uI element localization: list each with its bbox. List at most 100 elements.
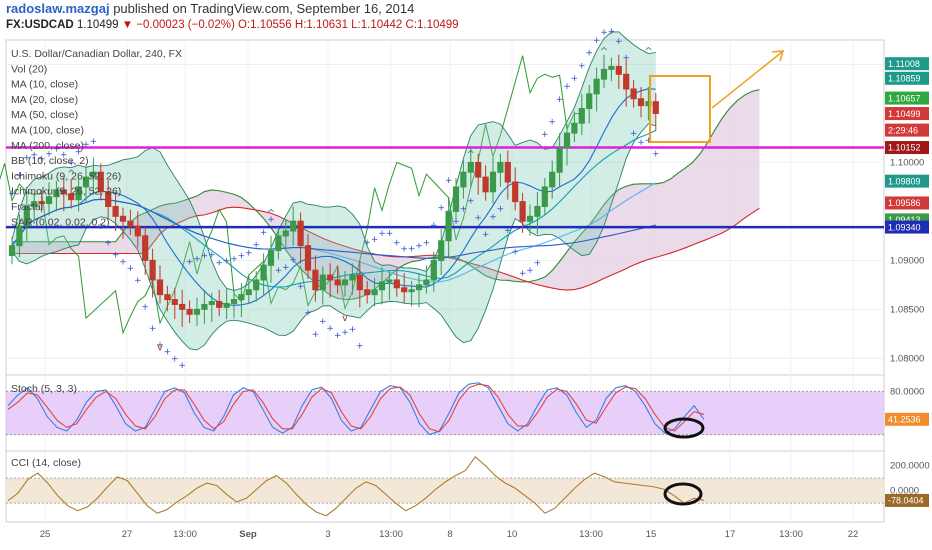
stoch-value-label: 41.2536 — [888, 415, 921, 425]
candle — [16, 225, 23, 247]
candle — [408, 289, 415, 293]
last-price: 1.10499 — [76, 19, 119, 31]
sar-dot: + — [149, 324, 157, 334]
candle — [127, 220, 134, 227]
sar-dot: + — [445, 176, 453, 186]
candle — [593, 78, 600, 95]
sar-dot: + — [519, 269, 527, 279]
sar-dot: + — [349, 325, 357, 335]
candle — [578, 108, 585, 124]
sar-dot: + — [585, 49, 593, 59]
cci-tick-label: 200.0000 — [890, 461, 930, 472]
price-badge-label: 1.09809 — [888, 176, 921, 186]
candle — [549, 171, 556, 188]
sar-dot: + — [67, 158, 75, 168]
candle — [541, 186, 548, 207]
sar-dot: + — [578, 61, 586, 71]
fractal-up-icon: ^ — [467, 150, 475, 161]
symbol-label: FX:USDCAD — [6, 19, 74, 31]
highlight-box — [649, 75, 711, 143]
candle — [208, 301, 215, 305]
sar-dot: + — [53, 145, 61, 155]
candle — [637, 98, 645, 107]
arrow-head-icon — [771, 50, 785, 62]
sar-dot: + — [563, 82, 571, 92]
time-tick-label: 25 — [40, 529, 51, 540]
candle — [378, 281, 386, 291]
sar-dot: + — [341, 328, 349, 338]
fractal-up-icon: ^ — [600, 47, 608, 58]
down-arrow-icon: ▼ — [121, 19, 134, 31]
author-name[interactable]: radoslaw.mazgaj — [6, 1, 110, 16]
candle — [68, 193, 75, 201]
candle — [267, 250, 275, 266]
candle — [82, 176, 90, 188]
candle — [608, 65, 615, 70]
sar-dot: + — [8, 189, 16, 199]
candle — [119, 215, 127, 222]
sar-dot: + — [423, 239, 431, 249]
candle — [341, 279, 349, 286]
sar-dot: + — [541, 130, 549, 140]
candle — [356, 274, 363, 291]
time-tick-label: 13:00 — [779, 529, 803, 540]
candle — [312, 269, 319, 291]
candle — [112, 206, 119, 217]
price-badge — [885, 196, 929, 210]
candle — [105, 191, 112, 207]
sar-dot: + — [289, 255, 297, 265]
stoch-title: Stoch (5, 3, 3) — [11, 383, 77, 395]
candle — [497, 161, 504, 173]
candle — [534, 206, 541, 217]
candle — [423, 279, 430, 286]
sar-dot: + — [156, 341, 164, 351]
sar-dot: + — [415, 242, 423, 252]
stoch-k-line — [7, 382, 705, 436]
candle — [275, 235, 282, 252]
candle — [53, 189, 60, 198]
candle — [193, 308, 201, 315]
fractal-up-icon: ^ — [67, 169, 75, 180]
candle — [452, 186, 460, 212]
candle — [615, 65, 622, 75]
time-tick-label: 8 — [447, 529, 452, 540]
candle — [304, 245, 312, 271]
price-badge — [885, 91, 929, 105]
legend-item: MA (200, close) — [11, 140, 84, 152]
sar-dot: + — [386, 229, 394, 239]
sar-dot: + — [312, 330, 320, 340]
candle — [45, 196, 53, 205]
sar-dot: + — [45, 150, 53, 160]
legend-item: MA (10, close) — [11, 79, 78, 91]
sar-dot: + — [497, 204, 505, 214]
candle — [489, 171, 497, 193]
price-badge-label: 1.10499 — [888, 109, 921, 119]
sar-dot: + — [104, 239, 112, 249]
candle — [142, 235, 149, 261]
sar-dot: + — [334, 331, 342, 341]
sar-dot: + — [252, 241, 260, 251]
price-badge — [885, 71, 929, 85]
ichimoku-lagging-line — [0, 55, 582, 335]
candle — [401, 287, 408, 293]
candle — [164, 294, 171, 301]
price-badge — [885, 123, 929, 137]
sar-dot: + — [127, 264, 135, 274]
price-badge — [885, 107, 929, 121]
sar-dot: + — [275, 266, 283, 276]
sar-dot: + — [571, 74, 579, 84]
candle — [475, 161, 482, 178]
sar-dot: + — [82, 140, 90, 150]
candle — [97, 171, 104, 193]
candle — [386, 279, 393, 283]
cci-tick-label: 0.0000 — [890, 486, 919, 497]
stoch-tick-label: 80.0000 — [890, 386, 924, 397]
sar-dot: + — [452, 217, 460, 227]
candle — [260, 264, 267, 281]
candle — [519, 201, 526, 222]
candle — [60, 189, 67, 195]
candle — [430, 259, 437, 281]
sar-dot: + — [319, 317, 327, 327]
price-badge — [885, 141, 929, 155]
